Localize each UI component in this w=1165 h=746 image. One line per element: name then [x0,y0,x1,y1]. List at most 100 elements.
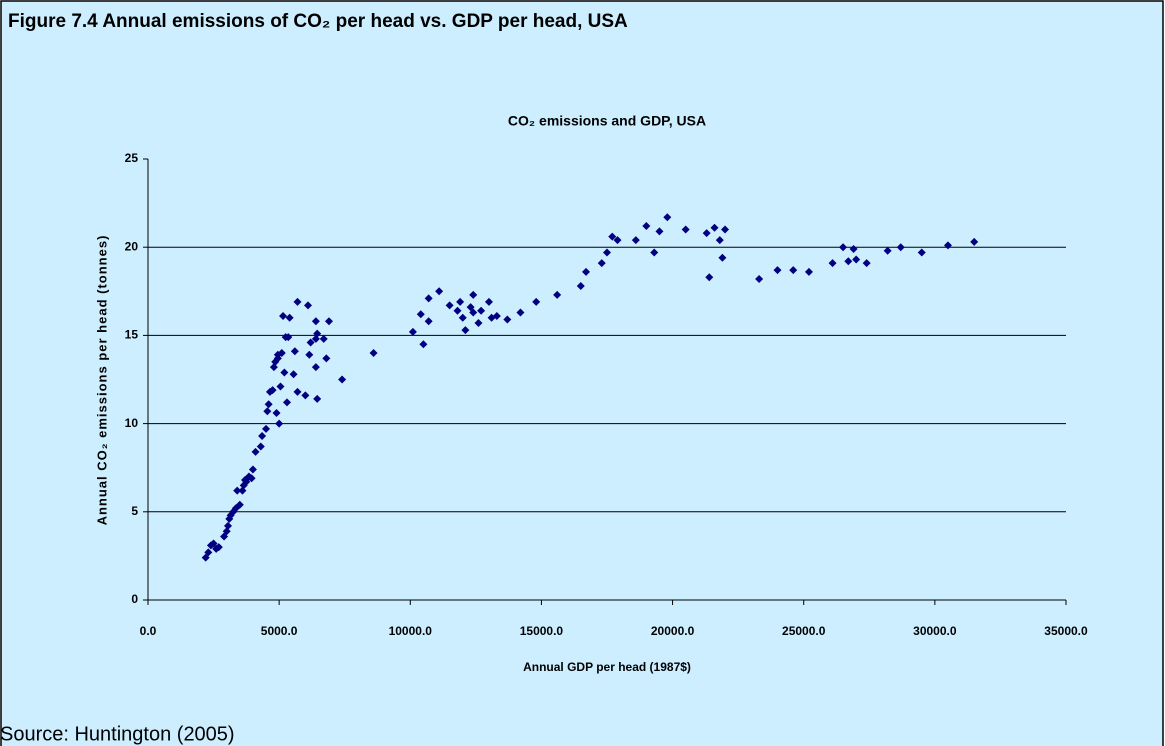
point [576,282,585,291]
x-tick-label: 20000.0 [651,624,695,638]
point [293,297,302,306]
point [715,236,724,245]
x-tick-label: 35000.0 [1044,624,1088,638]
point [896,243,905,252]
point [613,236,622,245]
point [655,227,664,236]
point [461,326,470,335]
source-note: Source: Huntington (2005) [0,723,235,745]
point [256,442,265,451]
point [532,297,541,306]
point [710,223,719,232]
x-tick-label: 10000.0 [389,624,433,638]
x-axis-label: Annual GDP per head (1987$) [523,660,691,674]
point [516,308,525,317]
point [306,338,315,347]
point [311,363,320,372]
point [597,259,606,268]
point [223,521,232,530]
point [264,400,273,409]
point [248,465,257,474]
point [280,368,289,377]
point [721,225,730,234]
point [553,290,562,299]
point [262,424,271,433]
point [705,273,714,282]
point [324,317,333,326]
point [277,349,286,358]
point [849,244,858,253]
point [272,409,281,418]
point [263,407,272,416]
point [458,313,467,322]
point [214,543,223,552]
point [290,347,299,356]
point [303,301,312,310]
point [970,237,979,246]
point [474,319,483,328]
point [755,274,764,283]
point [313,394,322,403]
point [419,340,428,349]
y-tick-label: 15 [125,328,139,342]
point [408,327,417,336]
point [369,349,378,358]
point [469,290,478,299]
point [804,267,813,276]
x-tick-label: 15000.0 [520,624,564,638]
point [338,375,347,384]
point [293,387,302,396]
point [681,225,690,234]
point [862,259,871,268]
y-tick-label: 10 [125,416,139,430]
figure-title: Figure 7.4 Annual emissions of CO₂ per h… [8,11,628,32]
point [276,382,285,391]
point [852,255,861,264]
point [773,266,782,275]
point [492,311,501,320]
y-axis-label: Annual CO₂ emissions per head (tonnes) [94,235,109,526]
point [456,297,465,306]
point [251,447,260,456]
point [844,257,853,266]
point [268,386,277,395]
x-tick-label: 30000.0 [913,624,957,638]
point [943,241,952,250]
point [702,229,711,238]
point [279,311,288,320]
point [642,222,651,231]
point [469,308,478,317]
point [789,266,798,275]
point [285,313,294,322]
point [424,317,433,326]
point [828,259,837,268]
point [650,248,659,257]
point [289,370,298,379]
point [275,419,284,428]
point [305,350,314,359]
point [301,391,310,400]
point [284,333,293,342]
point [435,287,444,296]
point [663,213,672,222]
y-tick-label: 20 [125,239,139,253]
point [503,315,512,324]
point [322,354,331,363]
point [484,297,493,306]
point [283,398,292,407]
point [839,243,848,252]
point [311,317,320,326]
point [608,232,617,241]
point [204,548,213,557]
y-tick-label: 0 [131,592,138,606]
point [477,306,486,315]
point [416,310,425,319]
point [631,236,640,245]
y-tick-label: 25 [125,151,139,165]
point [313,329,322,338]
y-tick-label: 5 [131,504,138,518]
point [917,248,926,257]
